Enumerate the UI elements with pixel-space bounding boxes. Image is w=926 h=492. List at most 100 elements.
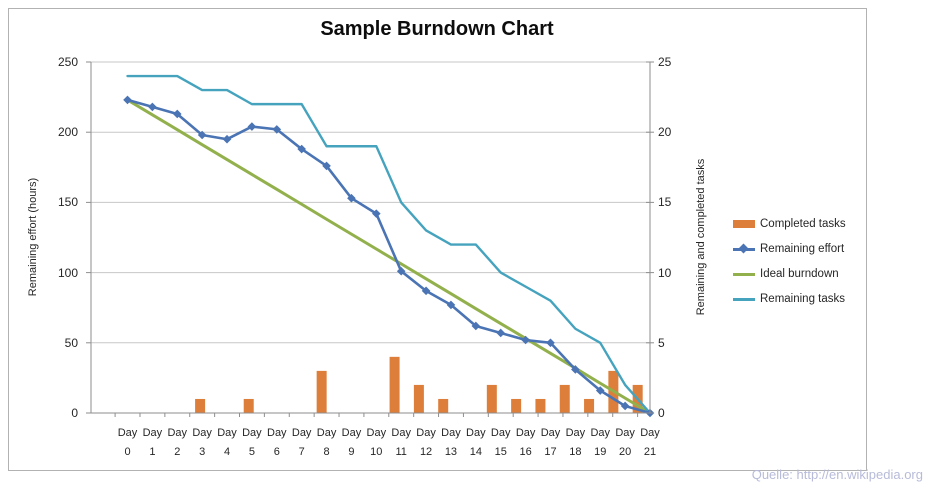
x-label-number: 1 (149, 446, 156, 458)
x-label-number: 3 (199, 446, 206, 458)
x-label-day-12: Day 12 (412, 424, 440, 462)
x-label-day-6: Day 6 (263, 424, 291, 462)
bar-completed-tasks-day-16 (511, 398, 522, 413)
x-label-number: 16 (519, 446, 532, 458)
x-label-number: 17 (544, 446, 557, 458)
x-label-prefix: Day (242, 427, 262, 439)
x-label-day-14: Day 14 (462, 424, 490, 462)
x-label-prefix: Day (540, 427, 561, 439)
x-label-number: 11 (395, 446, 407, 458)
x-label-day-18: Day 18 (561, 424, 589, 462)
legend-item-ideal-burndown: Ideal burndown (733, 261, 846, 286)
x-label-prefix: Day (416, 427, 436, 439)
y-tick-label-right: 5 (658, 335, 665, 350)
x-label-prefix: Day (590, 427, 611, 439)
x-label-day-8: Day 8 (313, 424, 341, 462)
diamond-marker-icon (738, 243, 749, 253)
x-label-prefix: Day (142, 427, 163, 439)
y-tick-label-left: 250 (57, 55, 78, 69)
line-swatch-icon (733, 297, 755, 301)
marker-remaining-effort-day-11 (396, 266, 406, 276)
x-label-number: 9 (348, 446, 355, 458)
bar-completed-tasks-day-8 (316, 370, 327, 413)
marker-remaining-effort-day-2 (172, 109, 182, 119)
chart-title: Sample Burndown Chart (320, 18, 554, 40)
legend-item-remaining-effort: Remaining effort (733, 236, 846, 261)
x-label-number: 7 (298, 446, 305, 458)
legend-label-completed-tasks: Completed tasks (760, 217, 846, 230)
x-label-number: 8 (323, 446, 330, 458)
x-label-day-21: Day 21 (636, 424, 664, 462)
marker-remaining-effort-day-10 (372, 209, 381, 218)
line-swatch-icon (733, 272, 755, 276)
bar-completed-tasks-day-19 (584, 398, 595, 413)
x-label-number: 14 (469, 446, 482, 458)
x-label-number: 4 (223, 446, 231, 458)
x-label-day-17: Day 17 (536, 424, 564, 462)
x-label-day-11: Day 11 (387, 424, 415, 462)
y-tick-label-right: 20 (658, 125, 672, 140)
marker-remaining-effort-day-3 (197, 130, 207, 140)
marker-remaining-effort-day-0 (123, 95, 132, 105)
x-label-number: 2 (174, 446, 181, 458)
marker-remaining-effort-day-8 (322, 161, 331, 171)
bar-completed-tasks-day-3 (195, 398, 206, 413)
x-label-prefix: Day (640, 427, 660, 439)
x-label-number: 21 (643, 446, 657, 458)
x-label-day-4: Day 4 (213, 424, 241, 462)
x-label-day-10: Day 10 (362, 424, 390, 462)
x-label-prefix: Day (490, 427, 511, 439)
x-label-day-3: Day 3 (188, 424, 216, 462)
marker-remaining-effort-day-18 (571, 365, 580, 374)
legend-swatch-ideal-burndown-line-icon (733, 269, 755, 279)
y-axis-title-left: Remaining effort (hours) (27, 177, 39, 297)
y-axis-title-right: Remaining and completed tasks (695, 158, 707, 316)
x-label-number: 19 (594, 446, 607, 458)
marker-remaining-effort-day-1 (148, 102, 157, 112)
y-tick-label-left: 100 (57, 265, 78, 280)
x-label-prefix: Day (217, 427, 237, 439)
x-label-number: 20 (618, 446, 632, 458)
x-label-prefix: Day (192, 427, 212, 439)
x-label-day-2: Day 2 (163, 424, 191, 462)
bar-completed-tasks-day-5 (243, 398, 254, 413)
marker-remaining-effort-day-13 (446, 300, 456, 310)
legend-item-completed-tasks: Completed tasks (733, 211, 846, 236)
x-label-number: 5 (248, 446, 255, 458)
chart-border (8, 8, 867, 471)
y-tick-label-right: 0 (658, 406, 665, 420)
marker-remaining-effort-day-9 (347, 193, 356, 203)
marker-remaining-effort-day-4 (222, 134, 232, 144)
legend-item-remaining-tasks: Remaining tasks (733, 286, 846, 311)
series-line-remaining-tasks (126, 74, 652, 415)
bar-completed-tasks-day-11 (389, 356, 400, 413)
x-label-day-15: Day 15 (487, 424, 515, 462)
x-label-prefix: Day (117, 427, 138, 439)
y-tick-label-left: 50 (64, 335, 78, 350)
x-label-prefix: Day (565, 427, 586, 439)
legend-swatch-completed-tasks-bar-icon (733, 219, 755, 229)
marker-remaining-effort-day-15 (496, 328, 506, 338)
bar-completed-tasks-day-12 (413, 384, 424, 413)
x-label-prefix: Day (291, 427, 312, 439)
marker-remaining-effort-day-17 (546, 338, 555, 348)
x-label-prefix: Day (391, 427, 411, 439)
bar-completed-tasks-day-13 (438, 398, 449, 413)
y-tick-label-left: 0 (71, 406, 78, 420)
x-label-day-16: Day 16 (512, 424, 540, 462)
x-label-day-19: Day 19 (586, 424, 614, 462)
y-tick-label-right: 25 (658, 55, 672, 69)
watermark: Quelle: http://en.wikipedia.org (751, 467, 923, 482)
x-label-day-0: Day 0 (114, 424, 142, 462)
x-label-prefix: Day (466, 427, 486, 439)
x-label-number: 15 (494, 446, 507, 458)
marker-remaining-effort-day-16 (521, 335, 530, 345)
legend-swatch-remaining-effort-line-icon (733, 243, 755, 254)
x-label-prefix: Day (167, 427, 188, 439)
legend-label-remaining-tasks: Remaining tasks (760, 292, 846, 305)
x-label-number: 10 (370, 446, 383, 458)
series-line-ideal-burndown (126, 98, 652, 415)
x-label-day-5: Day 5 (238, 424, 266, 462)
x-label-prefix: Day (366, 427, 387, 439)
marker-remaining-effort-day-5 (247, 122, 257, 131)
